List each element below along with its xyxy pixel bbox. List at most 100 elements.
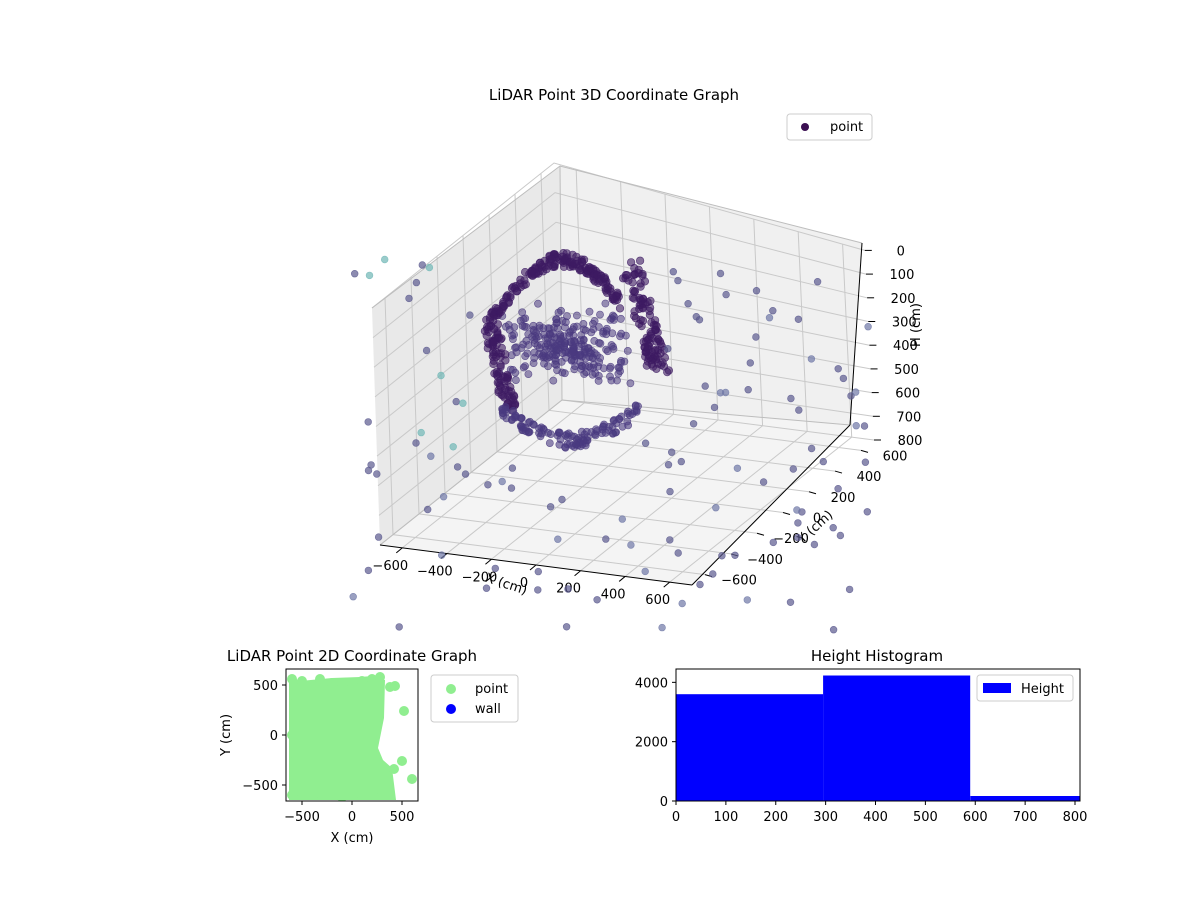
scatter-3d-point (608, 429, 617, 438)
scatter-2d-point-point (389, 764, 399, 774)
legend-2d: point wall (430, 674, 519, 723)
scatter-3d-point (721, 388, 730, 397)
scatter-2d-point-point (357, 676, 367, 686)
scatter-3d-point (648, 334, 657, 343)
scatter-3d-point (618, 515, 626, 523)
scatter-3d-point (565, 328, 574, 337)
scatter-3d-point (638, 304, 647, 313)
scatter-3d-point (601, 299, 610, 308)
y-tick-label-6: 600 (883, 449, 908, 464)
scatter-3d-point (490, 324, 499, 333)
scatter-3d-point (696, 580, 704, 589)
scatter-3d-point (602, 345, 610, 354)
scatter-3d-point (640, 343, 650, 352)
scatter-3d-point (539, 349, 548, 357)
scatter-3d-point (381, 255, 389, 264)
scatter-2d-point-point (289, 710, 299, 720)
scatter-3d-point (787, 394, 795, 403)
scatter-3d-point (845, 585, 854, 594)
scatter-3d-point (562, 623, 571, 631)
histogram-bar-0 (676, 694, 824, 801)
x-tick-label-hist-5: 500 (913, 810, 938, 825)
scatter-3d-point (571, 338, 580, 347)
z-tick-label-1: 100 (890, 268, 915, 283)
scatter-3d-point (508, 464, 517, 472)
scatter-3d-point (615, 304, 625, 313)
scatter-3d-point (595, 323, 603, 331)
x-tick-label-0: −600 (372, 559, 408, 574)
scatter-3d-point (793, 506, 801, 514)
y-axis-label-2d: Y (cm) (219, 714, 234, 757)
scatter-2d-point-point (297, 676, 307, 686)
scatter-3d-point (861, 458, 870, 466)
scatter-3d-point (863, 508, 871, 516)
scatter-3d-point (641, 567, 649, 576)
scatter-3d-point (819, 457, 827, 466)
scatter-3d-point (722, 290, 730, 299)
y-tick-label-5: 400 (857, 470, 882, 485)
scatter-3d-point (519, 315, 528, 323)
scatter-3d-point (678, 599, 686, 608)
scatter-3d-point (664, 461, 673, 469)
scatter-3d-point (609, 311, 617, 320)
scatter-3d-point (575, 351, 584, 360)
ticks-3d: −600−400−2000200400600−600−400−200020040… (372, 244, 922, 608)
scatter-3d-point (658, 358, 667, 367)
scatter-3d-point (558, 368, 567, 377)
scatter-3d-point (628, 278, 637, 287)
scatter-3d-point (427, 452, 435, 460)
scatter-3d-point (794, 315, 803, 323)
scatter-3d-point (590, 317, 599, 325)
scatter-3d-point (417, 428, 425, 437)
y-tick-label-hist-0: 0 (660, 795, 668, 810)
pane-back (560, 166, 862, 425)
scatter-3d-point (528, 267, 537, 276)
scatter-3d-point (622, 271, 632, 280)
scatter-3d-point (552, 315, 560, 324)
scatter-3d-point (579, 255, 589, 264)
scatter-3d-point (545, 439, 554, 447)
scatter-3d-point (629, 286, 638, 295)
x-tick-label-2: −200 (462, 570, 498, 585)
chart-3d-title: LiDAR Point 3D Coordinate Graph (489, 86, 739, 104)
scatter-2d-point-point (407, 774, 417, 784)
legend-2d-label-point: point (475, 682, 508, 697)
x-tick-3 (529, 564, 537, 571)
scatter-3d-point (422, 346, 431, 355)
scatter-3d-point (617, 412, 626, 421)
scatter-3d-point (534, 567, 542, 576)
scatter-3d-point (556, 435, 565, 444)
scatter-3d-point (554, 428, 563, 437)
legend-3d-frame (786, 113, 873, 141)
x-axis-label-2d: X (cm) (331, 831, 374, 846)
scatter-3d-point (647, 360, 656, 369)
scatter-3d-point (733, 464, 742, 472)
scatter-3d-point (701, 382, 709, 390)
plot-frame-hist (675, 668, 1081, 802)
scatter-3d-point (807, 444, 816, 453)
scatter-3d-point (585, 307, 594, 316)
scatter-3d-point (606, 372, 614, 381)
scatter-3d-point (795, 406, 803, 414)
scatter-3d-point (507, 284, 517, 293)
scatter-3d-point (593, 351, 601, 360)
scatter-3d-point (466, 311, 474, 319)
scatter-3d-point (491, 352, 501, 361)
scatter-3d-point (852, 422, 860, 430)
legend-hist-swatch (983, 683, 1011, 693)
scatter-3d-point (627, 541, 635, 549)
scatter-3d-point (351, 270, 359, 278)
scatter-3d-point (567, 356, 576, 365)
x-tick-label-hist-7: 700 (1013, 810, 1038, 825)
y-tick-6 (860, 449, 869, 453)
scatter-3d-point (608, 293, 618, 302)
x-tick-label-6: 600 (645, 593, 670, 608)
grid-line-z-0 (371, 162, 865, 309)
legend-hist-label: Height (1021, 682, 1064, 697)
scatter-3d-point (813, 278, 822, 286)
x-tick-label-hist-4: 400 (863, 810, 888, 825)
scatter-3d-point (601, 286, 610, 295)
scatter-3d-point (504, 321, 513, 329)
scatter-3d-point (485, 313, 495, 322)
scatter-3d-point (548, 262, 558, 272)
